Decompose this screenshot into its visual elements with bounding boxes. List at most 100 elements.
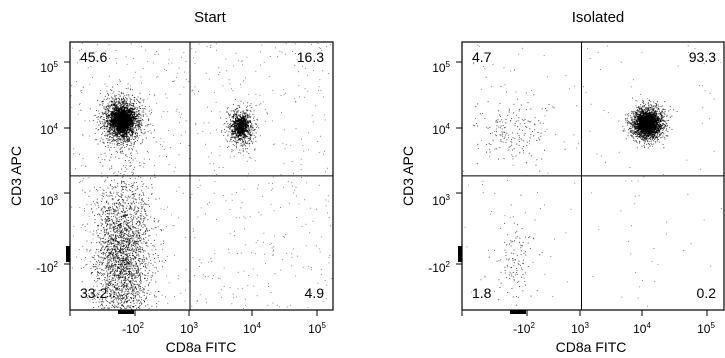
event-dot [232, 126, 234, 128]
event-dot [118, 201, 120, 203]
event-dot [136, 140, 139, 142]
event-dot [97, 116, 99, 118]
event-dot [130, 144, 132, 146]
event-dot [123, 260, 125, 262]
event-dot [107, 217, 109, 219]
event-dot [135, 109, 137, 111]
event-dot [241, 138, 243, 140]
event-dot [138, 198, 140, 200]
event-dot [132, 301, 134, 303]
event-dot [105, 105, 108, 108]
event-dot [138, 269, 140, 271]
event-dot [111, 133, 113, 135]
event-dot [248, 153, 250, 155]
event-dot [143, 295, 145, 297]
event-dot [229, 118, 232, 120]
event-dot [138, 237, 141, 239]
event-dot [154, 296, 156, 298]
event-dot [151, 305, 153, 307]
event-dot [92, 212, 94, 214]
event-dot [106, 112, 109, 114]
event-dot [115, 99, 117, 101]
event-dot [126, 99, 128, 101]
event-dot [97, 118, 99, 120]
event-dot [229, 126, 231, 128]
event-dot [128, 230, 130, 232]
event-dot [101, 120, 103, 123]
event-dot [131, 286, 133, 288]
event-dot [227, 123, 229, 125]
event-dot [123, 144, 125, 147]
event-dot [115, 289, 117, 291]
event-dot [245, 136, 248, 138]
event-dot [130, 271, 132, 273]
event-dot [136, 299, 138, 301]
event-dot [103, 141, 105, 143]
event-dot [131, 149, 134, 151]
event-dot [123, 114, 126, 117]
event-dot [137, 127, 139, 129]
event-dot [112, 207, 114, 210]
event-dot [257, 119, 259, 121]
event-dot [122, 275, 124, 277]
event-dot [103, 278, 105, 281]
event-dot [106, 90, 108, 92]
event-dot [115, 133, 118, 136]
event-dot [129, 107, 132, 110]
event-dot [139, 107, 141, 109]
event-dot [89, 108, 91, 110]
event-dot [101, 111, 103, 113]
event-dot [130, 153, 132, 155]
event-dot [127, 305, 129, 307]
event-dot [237, 107, 239, 109]
event-dot [132, 145, 134, 147]
event-dot [227, 134, 229, 136]
event-dot [95, 264, 97, 266]
event-dot [165, 260, 167, 262]
event-dot [108, 139, 110, 141]
event-dot [123, 257, 125, 260]
event-dot [125, 145, 128, 148]
event-dot [246, 113, 248, 115]
event-dot [234, 122, 236, 124]
event-dot [125, 244, 127, 246]
event-dot [121, 168, 123, 170]
event-dot [248, 116, 250, 118]
event-dot [121, 99, 123, 101]
event-dot [104, 218, 106, 220]
event-dot [137, 108, 139, 110]
event-dot [139, 102, 141, 104]
event-dot [112, 126, 114, 128]
event-dot [145, 232, 147, 234]
event-dot [138, 224, 141, 226]
event-dot [244, 128, 247, 131]
event-dot [141, 260, 143, 262]
event-dot [119, 95, 121, 97]
event-dot [234, 108, 236, 111]
event-dot [110, 128, 113, 131]
event-dot [138, 101, 140, 103]
event-dot [108, 119, 111, 121]
event-dot [136, 273, 138, 275]
event-dot [126, 235, 128, 237]
event-dot [157, 221, 159, 223]
event-dot [123, 103, 126, 105]
event-dot [117, 139, 119, 141]
event-dot [102, 192, 104, 194]
event-dot [93, 230, 95, 232]
event-dot [121, 113, 124, 115]
event-dot [113, 279, 115, 281]
event-dot [129, 144, 131, 147]
event-dot [145, 113, 147, 115]
event-dot [243, 138, 245, 140]
event-dot [257, 125, 259, 127]
event-dot [115, 113, 117, 115]
event-dot [96, 116, 98, 118]
event-dot [125, 250, 127, 252]
event-dot [137, 114, 139, 116]
event-dot [116, 219, 118, 221]
event-dot [118, 195, 121, 197]
event-dot [114, 278, 116, 280]
event-dot [231, 135, 233, 137]
event-dot [107, 107, 109, 109]
